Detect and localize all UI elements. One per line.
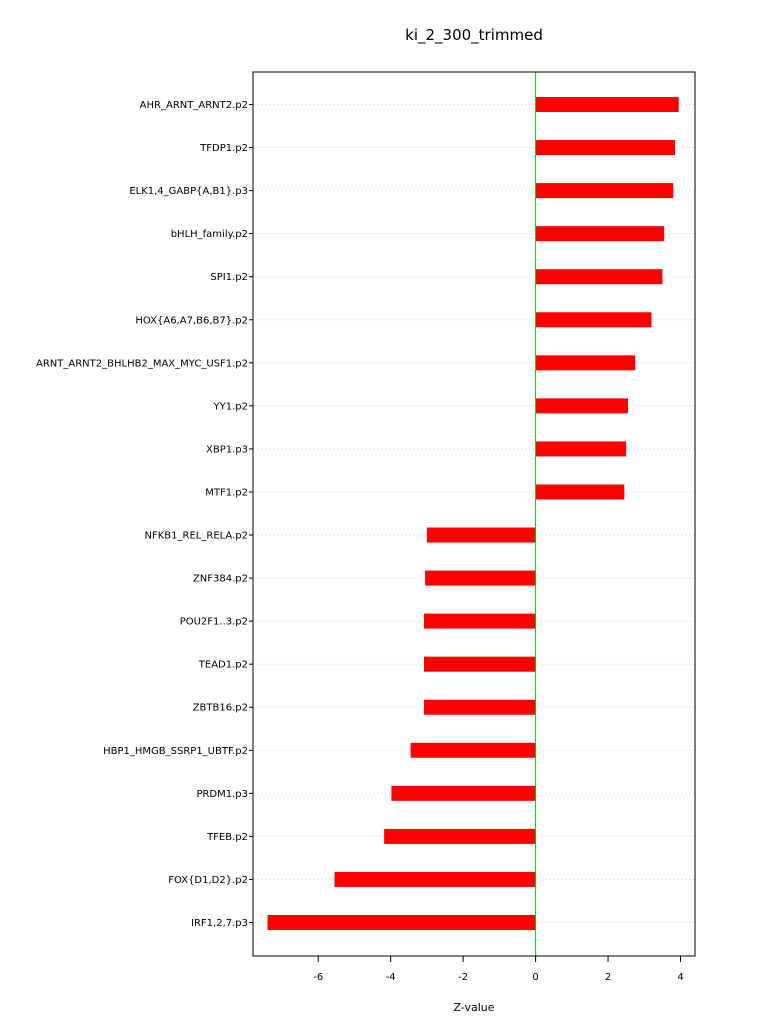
bar <box>424 656 536 672</box>
category-label: TEAD1.p2 <box>198 660 248 671</box>
bar <box>384 828 536 844</box>
x-tick-label: 0 <box>532 972 538 983</box>
plot-frame <box>252 71 696 957</box>
category-labels: AHR_ARNT_ARNT2.p2 TFDP1.p2 ELK1,4_GABP{A,B… <box>36 100 253 929</box>
bar <box>425 570 536 586</box>
x-tick-label: 2 <box>605 972 611 983</box>
bar <box>535 312 652 328</box>
bar <box>535 355 636 371</box>
bar <box>334 871 536 887</box>
category-label: YY1.p2 <box>213 401 248 412</box>
bar <box>267 915 536 930</box>
bar <box>535 140 676 156</box>
category-label: PRDM1.p3 <box>196 789 248 800</box>
category-label: ZNF384.p2 <box>193 574 248 585</box>
bars <box>267 97 679 930</box>
category-label: AHR_ARNT_ARNT2.p2 <box>140 100 248 111</box>
bar <box>535 226 665 242</box>
bar <box>424 699 536 715</box>
x-axis-title: Z-value <box>453 1001 494 1014</box>
category-label: HOX{A6,A7,B6,B7}.p2 <box>135 315 248 326</box>
x-axis: -6 -4 -2 0 2 4 <box>313 955 684 983</box>
chart-title: ki_2_300_trimmed <box>405 26 543 45</box>
bar <box>535 441 627 457</box>
category-label: bHLH_family.p2 <box>171 229 248 240</box>
bar <box>410 742 536 758</box>
category-label: MTF1.p2 <box>205 487 248 498</box>
category-label: SPI1.p2 <box>210 272 248 283</box>
x-tick-label: -6 <box>313 972 323 983</box>
bar <box>535 484 625 500</box>
category-label: HBP1_HMGB_SSRP1_UBTF.p2 <box>103 746 248 757</box>
category-label: POU2F1..3.p2 <box>180 617 248 628</box>
bar <box>426 527 536 543</box>
x-tick-label: -2 <box>458 972 468 983</box>
category-label: ELK1,4_GABP{A,B1}.p3 <box>129 186 248 197</box>
category-label: ZBTB16.p2 <box>193 703 248 714</box>
x-tick-label: 4 <box>677 972 683 983</box>
category-label: NFKB1_REL_RELA.p2 <box>145 531 248 542</box>
bar <box>535 398 628 414</box>
bar <box>391 785 536 801</box>
category-label: IRF1,2,7.p3 <box>191 918 248 929</box>
category-label: FOX{D1,D2}.p2 <box>168 875 248 886</box>
bar <box>424 613 536 629</box>
bar <box>535 183 674 199</box>
category-label: XBP1.p3 <box>206 444 248 455</box>
category-label: ARNT_ARNT2_BHLHB2_MAX_MYC_USF1.p2 <box>36 358 248 369</box>
category-label: TFDP1.p2 <box>199 143 248 154</box>
bar <box>535 97 679 112</box>
bar <box>535 269 663 285</box>
x-tick-label: -4 <box>386 972 396 983</box>
category-label: TFEB.p2 <box>206 832 248 843</box>
